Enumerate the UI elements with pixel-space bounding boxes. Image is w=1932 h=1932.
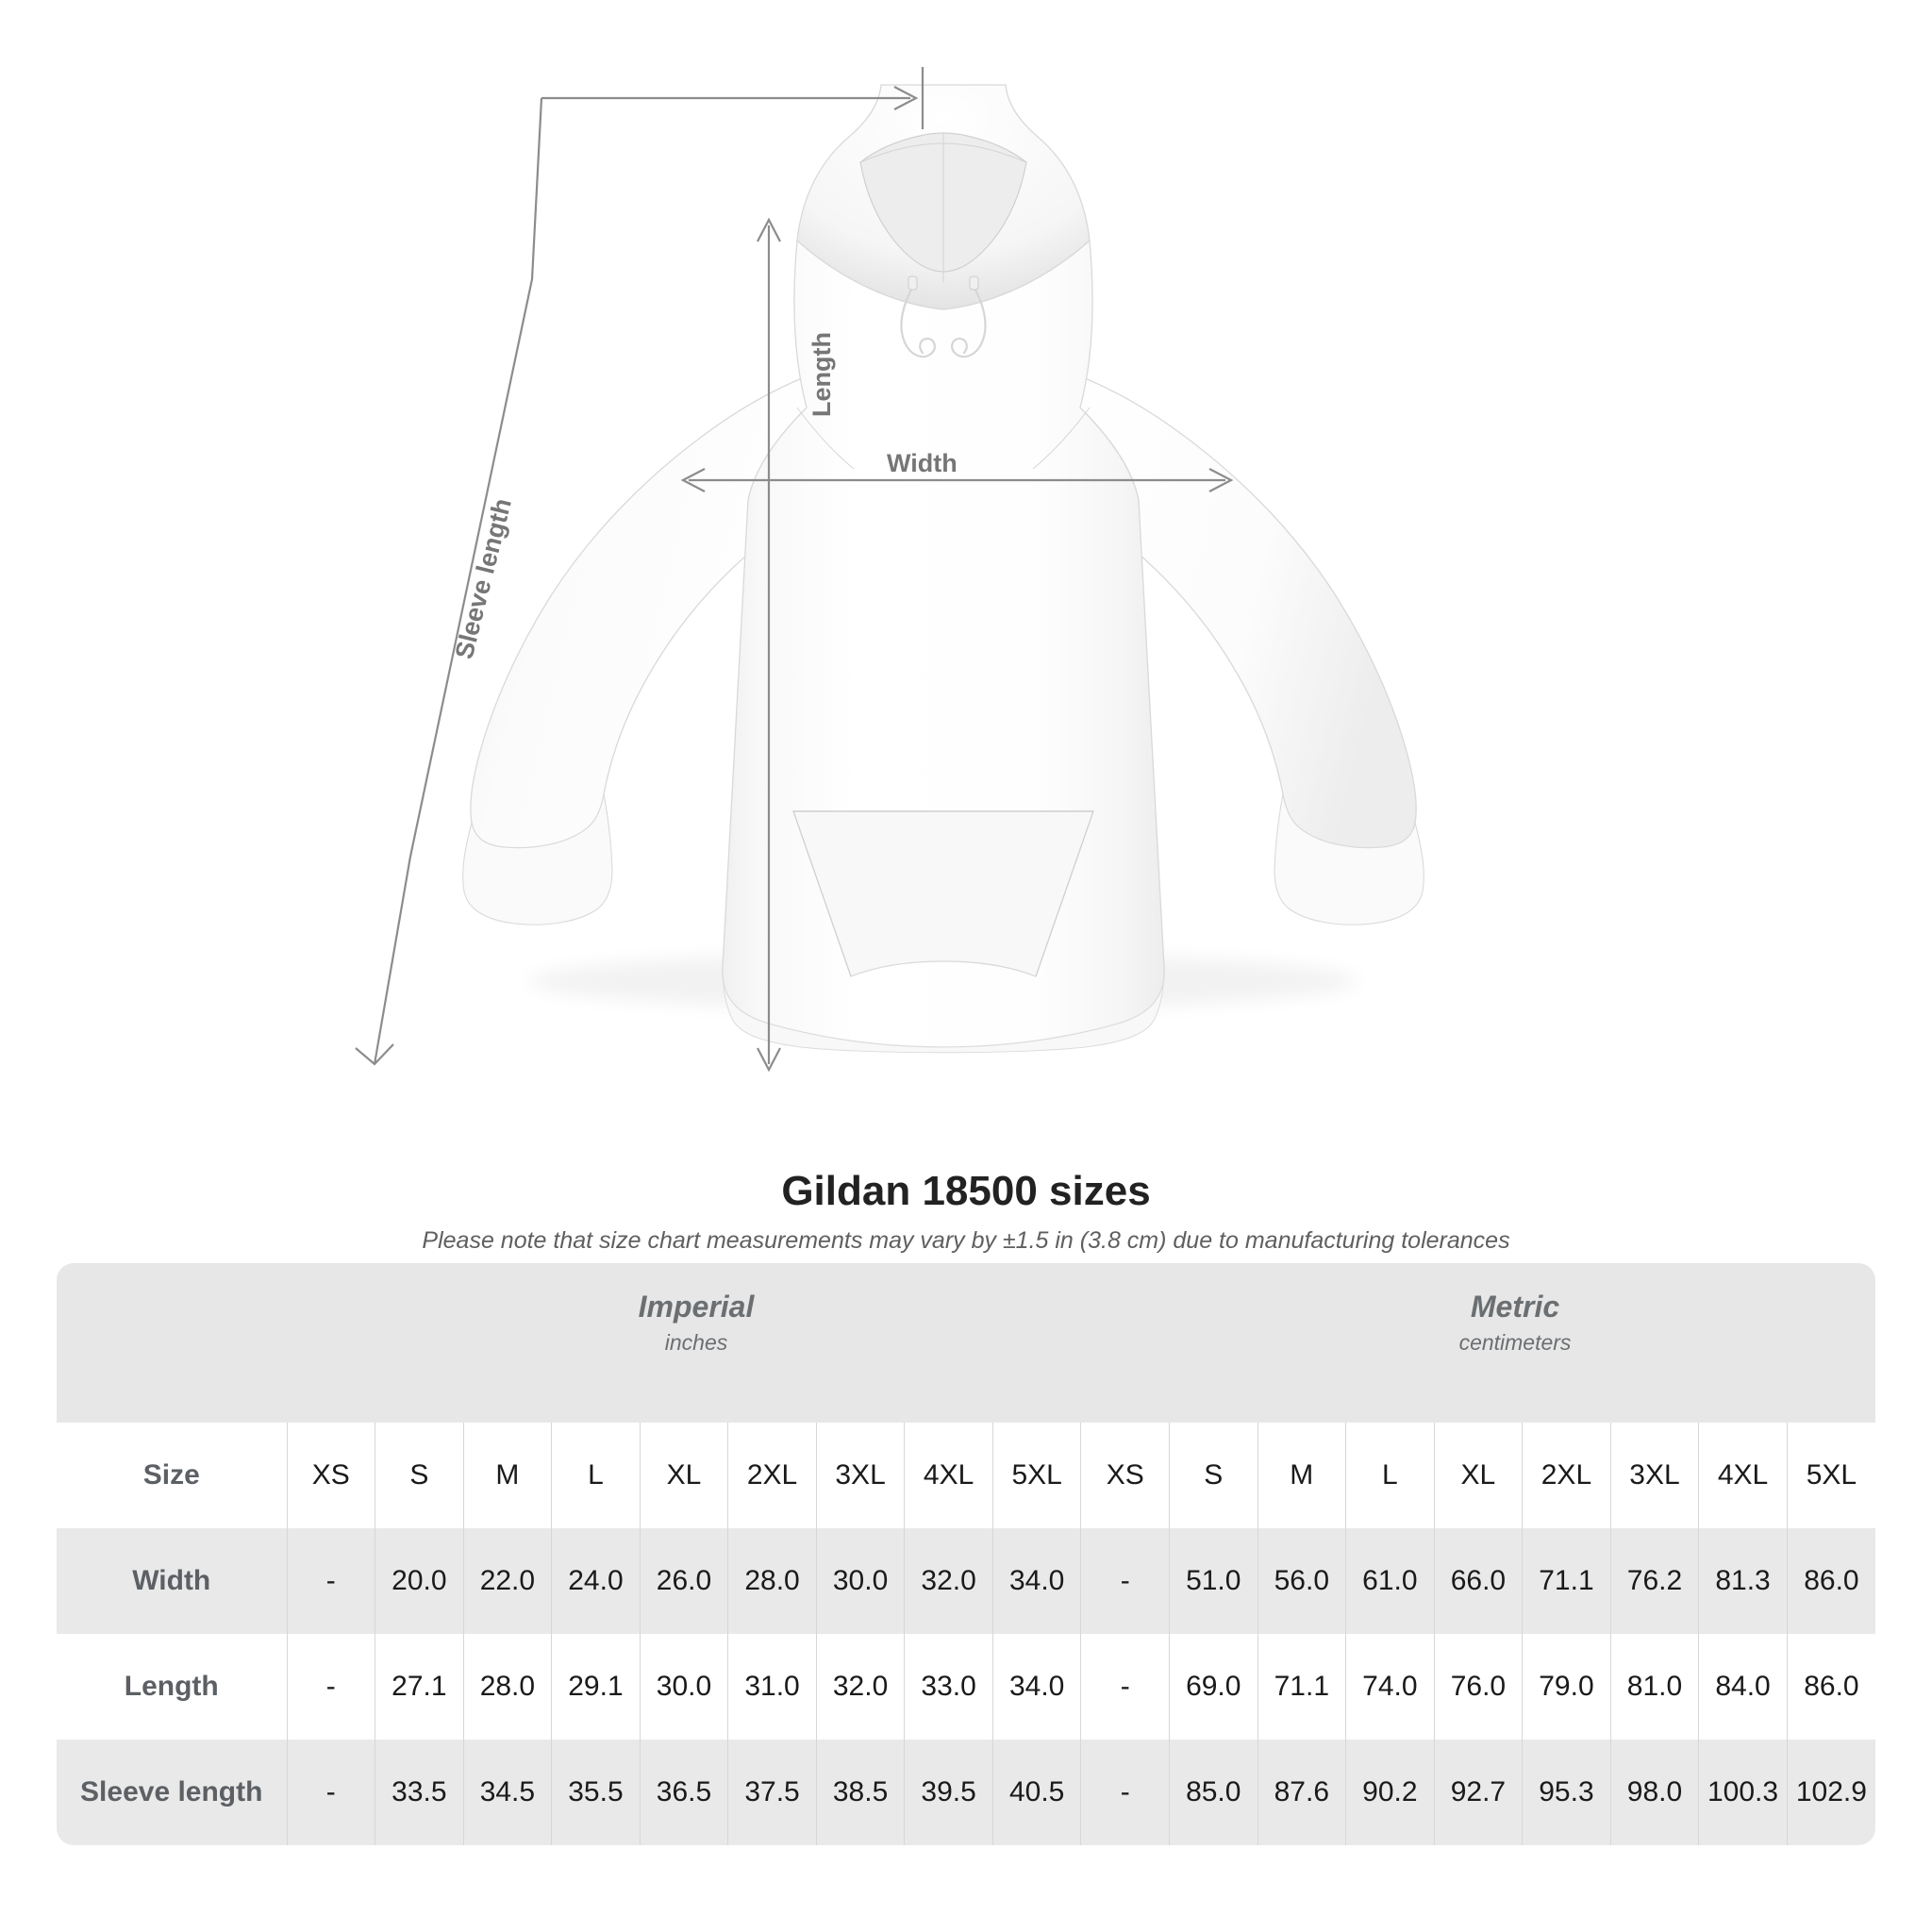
svg-text:Length: Length (808, 332, 836, 417)
svg-text:Width: Width (887, 449, 958, 477)
svg-text:Sleeve length: Sleeve length (450, 495, 517, 661)
